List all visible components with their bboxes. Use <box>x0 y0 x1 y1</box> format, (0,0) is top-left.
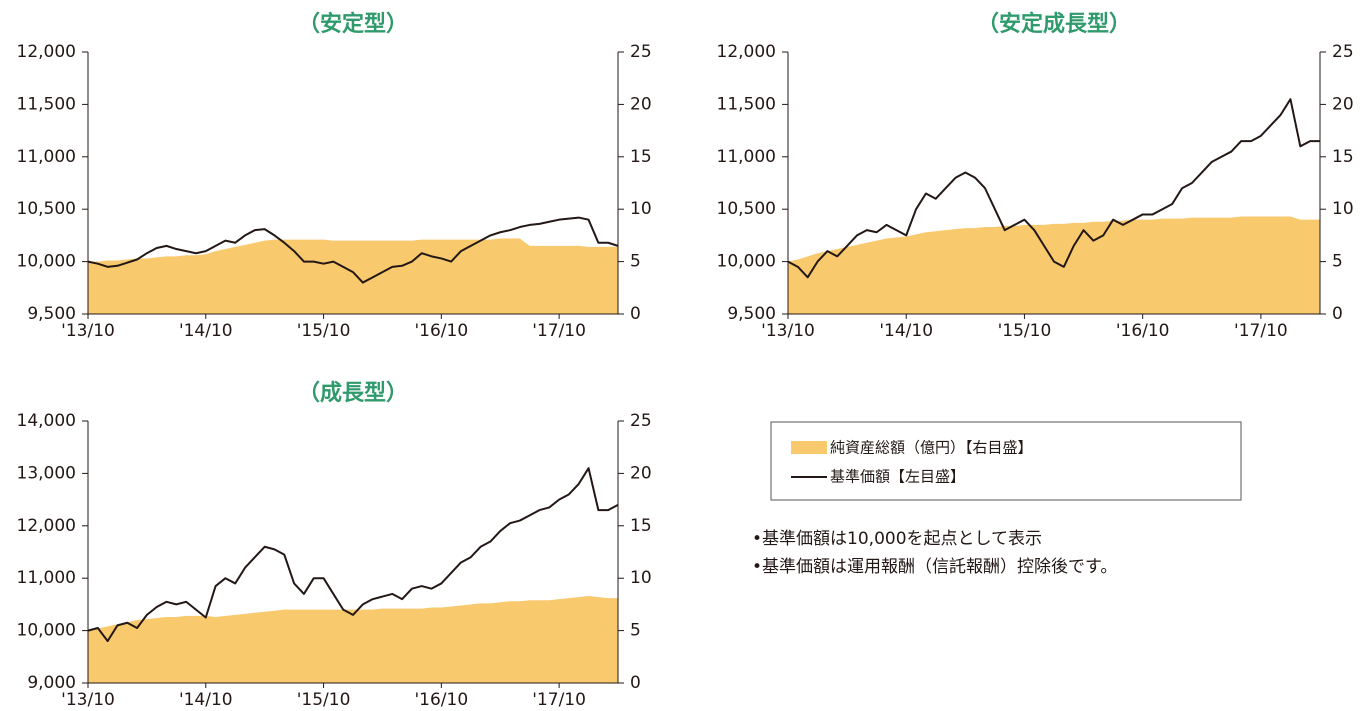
x-tick-label: '13/10 <box>61 321 115 341</box>
y2-tick-label: 20 <box>630 94 652 114</box>
note: •基準価額は10,000を起点として表示 <box>752 529 1042 549</box>
y-tick-label: 10,000 <box>717 252 776 272</box>
y-tick-label: 14,000 <box>17 411 76 431</box>
x-tick-label: '17/10 <box>532 690 586 710</box>
y2-tick-label: 20 <box>1332 94 1354 114</box>
x-tick-label: '16/10 <box>1116 321 1170 341</box>
y-tick-label: 11,000 <box>717 147 776 167</box>
y2-tick-label: 15 <box>630 147 652 167</box>
area <box>88 596 618 683</box>
y2-tick-label: 5 <box>630 621 641 641</box>
y-tick-label: 11,000 <box>17 147 76 167</box>
chart-title: （成長型） <box>298 381 408 406</box>
y-tick-label: 10,500 <box>17 199 76 219</box>
y2-tick-label: 0 <box>630 673 641 693</box>
line <box>87 216 619 284</box>
y2-tick-label: 25 <box>630 42 652 62</box>
x-tick-label: '17/10 <box>532 321 586 341</box>
area <box>88 238 618 314</box>
x-tick-label: '13/10 <box>61 690 115 710</box>
y2-tick-label: 0 <box>630 304 641 324</box>
y-tick-label: 10,000 <box>17 252 76 272</box>
legend-label: 純資産総額（億円）【右目盛】 <box>830 439 1033 457</box>
y2-tick-label: 25 <box>1332 42 1354 62</box>
legend-box <box>770 421 1242 501</box>
area <box>788 216 1320 314</box>
y-tick-label: 12,000 <box>717 42 776 62</box>
y2-tick-label: 25 <box>630 411 652 431</box>
x-tick-label: '17/10 <box>1234 321 1288 341</box>
y2-tick-label: 15 <box>630 516 652 536</box>
y2-tick-label: 0 <box>1332 304 1343 324</box>
x-tick-label: '15/10 <box>297 321 351 341</box>
y2-tick-label: 10 <box>630 199 652 219</box>
legend-label: 基準価額【左目盛】 <box>830 468 965 486</box>
x-tick-label: '16/10 <box>414 690 468 710</box>
note: •基準価額は運用報酬（信託報酬）控除後です。 <box>752 557 1117 577</box>
y2-tick-label: 5 <box>1332 252 1343 272</box>
x-tick-label: '15/10 <box>297 690 351 710</box>
line <box>787 98 1320 279</box>
line <box>87 467 619 643</box>
y2-tick-label: 20 <box>630 463 652 483</box>
x-tick-label: '14/10 <box>179 321 233 341</box>
chart-title: （安定成長型） <box>977 11 1131 37</box>
y2-tick-label: 15 <box>1332 147 1354 167</box>
x-tick-label: '14/10 <box>179 690 233 710</box>
y-tick-label: 9,500 <box>27 304 76 324</box>
y-tick-label: 9,500 <box>727 304 776 324</box>
y2-tick-label: 10 <box>630 568 652 588</box>
x-tick-label: '14/10 <box>879 321 933 341</box>
y-tick-label: 11,500 <box>17 94 76 114</box>
y-tick-label: 11,000 <box>17 568 76 588</box>
x-tick-label: '16/10 <box>414 321 468 341</box>
y-tick-label: 10,500 <box>717 199 776 219</box>
y-tick-label: 12,000 <box>17 42 76 62</box>
y-tick-label: 9,000 <box>27 673 76 693</box>
y-tick-label: 12,000 <box>17 516 76 536</box>
y-tick-label: 11,500 <box>717 94 776 114</box>
legend-swatch-area <box>791 441 827 454</box>
y-tick-label: 13,000 <box>17 463 76 483</box>
x-tick-label: '15/10 <box>998 321 1052 341</box>
chart-title: （安定型） <box>298 11 408 37</box>
y2-tick-label: 10 <box>1332 199 1354 219</box>
y2-tick-label: 5 <box>630 252 641 272</box>
y-tick-label: 10,000 <box>17 621 76 641</box>
x-tick-label: '13/10 <box>761 321 815 341</box>
